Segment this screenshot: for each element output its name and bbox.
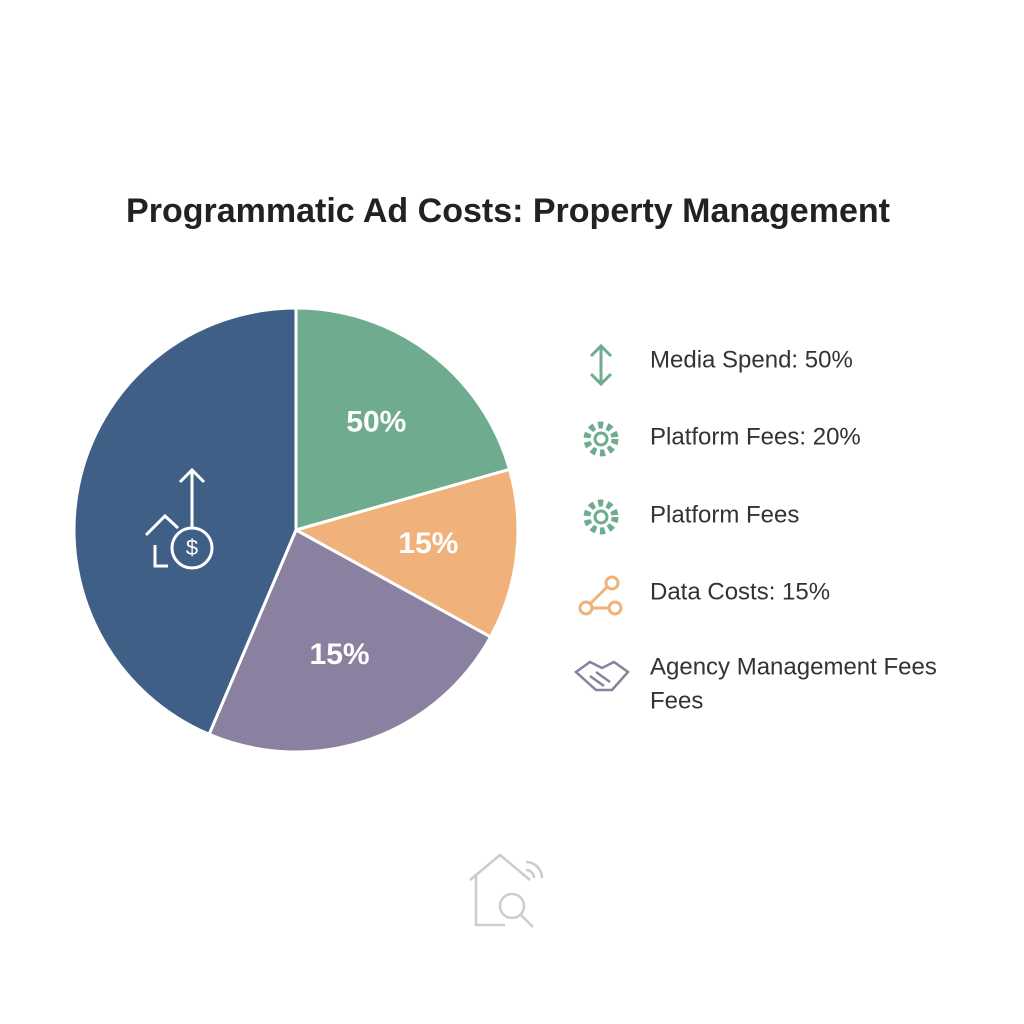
slice-annotation: 15% [310,638,370,671]
svg-text:$: $ [186,535,198,560]
legend: Media Spend: 50% Platform Fees: 20% Platfo… [650,346,937,714]
pie-slice [294,306,512,532]
slice-icon: $ [144,467,214,570]
pie: 50% 15% 15% [72,306,520,754]
legend-label: Data Costs: 15% [650,578,830,605]
legend-label: Media Spend: 50% [650,346,853,373]
legend-label: Platform Fees [650,501,799,528]
legend-label: Agency Management Fees [650,653,937,680]
chart-title: Programmatic Ad Costs: Property Manageme… [126,192,890,230]
footer-icon [469,853,544,928]
pie-slice [207,527,493,754]
slice-annotation: 50% [346,406,406,439]
legend-label: Fees [650,687,703,714]
legend-label: Platform Fees: 20% [650,423,861,450]
pie-slice [292,467,520,639]
pie-slice [72,306,298,737]
legend-icons [574,343,630,692]
slice-annotation: 15% [398,527,458,560]
